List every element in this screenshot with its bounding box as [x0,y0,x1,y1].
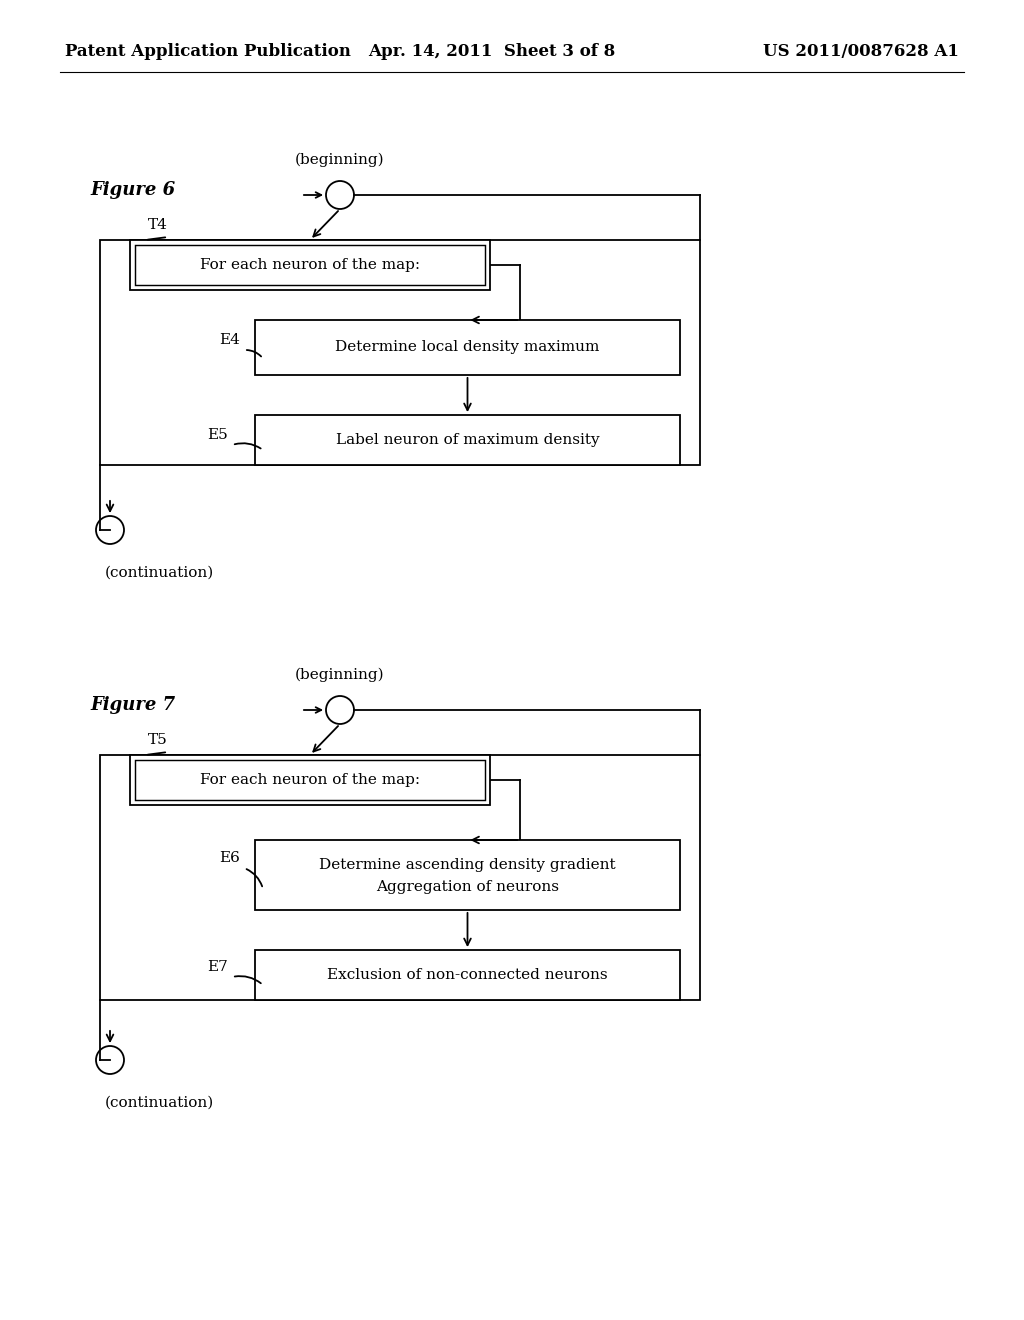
Text: E6: E6 [219,851,241,865]
Bar [135,246,485,285]
Text: Apr. 14, 2011  Sheet 3 of 8: Apr. 14, 2011 Sheet 3 of 8 [369,44,615,61]
Text: Patent Application Publication: Patent Application Publication [65,44,351,61]
Text: (beginning): (beginning) [295,153,385,168]
Bar [255,414,680,465]
Text: For each neuron of the map:: For each neuron of the map: [200,257,420,272]
Text: E7: E7 [208,960,228,974]
Text: T4: T4 [148,218,168,232]
Text: (continuation): (continuation) [105,1096,214,1110]
Text: Figure 7: Figure 7 [90,696,175,714]
Text: T5: T5 [148,733,168,747]
Bar [255,319,680,375]
Bar [130,240,490,290]
Bar [100,240,700,465]
Text: E4: E4 [219,333,241,347]
Text: (beginning): (beginning) [295,668,385,682]
Text: For each neuron of the map:: For each neuron of the map: [200,774,420,787]
Bar [255,950,680,1001]
Text: E5: E5 [208,428,228,442]
Bar [135,760,485,800]
Text: Aggregation of neurons: Aggregation of neurons [376,880,559,894]
Text: Determine ascending density gradient: Determine ascending density gradient [319,858,615,873]
Text: (continuation): (continuation) [105,566,214,579]
Bar [255,840,680,909]
Bar [100,755,700,1001]
Text: US 2011/0087628 A1: US 2011/0087628 A1 [763,44,959,61]
Text: Determine local density maximum: Determine local density maximum [335,341,600,355]
Text: Label neuron of maximum density: Label neuron of maximum density [336,433,599,447]
Text: Exclusion of non-connected neurons: Exclusion of non-connected neurons [328,968,608,982]
Bar [130,755,490,805]
Text: Figure 6: Figure 6 [90,181,175,199]
